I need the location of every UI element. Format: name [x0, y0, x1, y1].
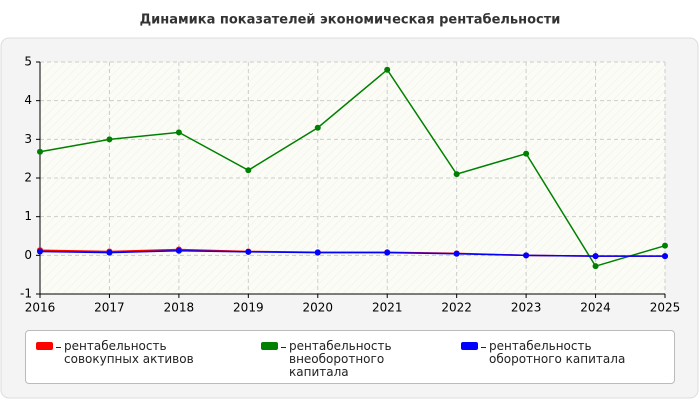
legend-item: рентабельность внеоборотного капитала	[261, 340, 431, 379]
data-point	[175, 129, 182, 136]
x-tick-label: 2025	[650, 301, 681, 315]
data-point	[523, 252, 530, 259]
y-tick-label: 4	[24, 93, 32, 107]
data-point	[384, 66, 391, 73]
data-point	[37, 248, 43, 255]
data-point	[662, 253, 668, 260]
data-point	[453, 250, 460, 257]
x-tick-label: 2020	[303, 301, 334, 315]
data-point	[106, 136, 113, 143]
x-tick-label: 2021	[372, 301, 403, 315]
data-point	[314, 249, 321, 256]
data-point	[37, 148, 43, 155]
x-tick-label: 2016	[25, 301, 56, 315]
legend-item: рентабельность оборотного капитала	[461, 340, 661, 366]
legend-dash	[481, 347, 486, 348]
y-tick-label: 1	[24, 209, 32, 223]
data-point	[453, 171, 460, 178]
data-point	[523, 150, 530, 157]
x-tick-label: 2019	[233, 301, 264, 315]
legend-dash	[56, 347, 61, 348]
legend-swatch	[261, 342, 278, 350]
legend-label: рентабельность оборотного капитала	[489, 339, 626, 366]
x-tick-label: 2018	[164, 301, 195, 315]
legend-swatch	[461, 342, 478, 350]
data-point	[384, 249, 391, 256]
legend: рентабельность совокупных активов рентабе…	[25, 330, 675, 384]
data-point	[106, 249, 113, 256]
legend-item: рентабельность совокупных активов	[36, 340, 231, 366]
y-tick-label: 0	[24, 248, 32, 262]
data-point	[592, 263, 599, 270]
x-tick-label: 2023	[511, 301, 542, 315]
y-tick-label: -1	[20, 287, 32, 301]
data-point	[245, 167, 252, 174]
legend-dash	[281, 347, 286, 348]
data-point	[662, 242, 668, 249]
data-point	[245, 248, 252, 255]
data-point	[175, 247, 182, 254]
data-point	[592, 253, 599, 260]
y-tick-label: 3	[24, 132, 32, 146]
series-line	[39, 249, 665, 257]
data-point	[314, 124, 321, 131]
legend-label: рентабельность внеоборотного капитала	[289, 339, 392, 379]
x-tick-label: 2017	[94, 301, 125, 315]
chart-title: Динамика показателей экономическая рента…	[140, 13, 561, 28]
legend-swatch	[36, 342, 53, 350]
y-tick-label: 2	[24, 171, 32, 185]
series-line	[39, 68, 666, 268]
x-tick-label: 2024	[580, 301, 611, 315]
legend-label: рентабельность совокупных активов	[64, 339, 194, 366]
x-tick-label: 2022	[441, 301, 472, 315]
y-tick-label: 5	[24, 55, 32, 69]
